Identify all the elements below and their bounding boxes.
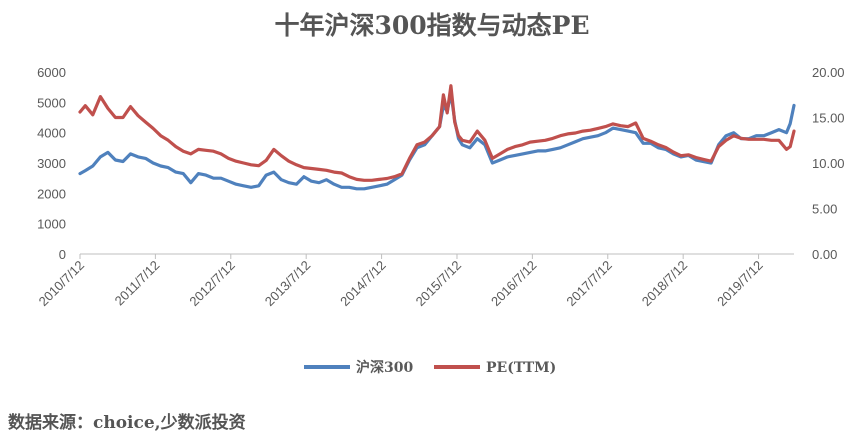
- right-tick-label: 15.00: [812, 111, 845, 126]
- left-axis-ticks: 0 1000 2000 3000 4000 5000 6000: [37, 65, 66, 262]
- left-tick-label: 5000: [37, 95, 66, 110]
- x-tick-label: 2014/7/12: [337, 258, 389, 310]
- right-tick-label: 0.00: [812, 247, 837, 262]
- legend-label: PE(TTM): [486, 360, 556, 376]
- x-tick-label: 2011/7/12: [112, 258, 163, 309]
- x-tick-label: 2013/7/12: [262, 258, 314, 310]
- right-tick-label: 20.00: [812, 65, 845, 80]
- source-note: 数据来源：choice,少数派投资: [8, 413, 246, 433]
- right-tick-label: 5.00: [812, 202, 837, 217]
- x-tick-label: 2017/7/12: [563, 258, 615, 310]
- x-tick-label: 2012/7/12: [186, 258, 238, 310]
- series-line-hs300: [78, 91, 796, 191]
- x-axis-ticks: 2010/7/12 2011/7/12 2012/7/12 2013/7/12 2014…: [36, 254, 766, 309]
- x-tick-label: 2016/7/12: [488, 258, 540, 310]
- series-layer: [78, 84, 796, 191]
- x-tick-label: 2019/7/12: [714, 258, 766, 310]
- left-tick-label: 1000: [37, 217, 66, 232]
- right-tick-label: 10.00: [812, 156, 845, 171]
- legend: 沪深300 PE(TTM): [304, 359, 556, 376]
- chart-title: 十年沪深300指数与动态PE: [274, 11, 590, 40]
- left-tick-label: 4000: [37, 126, 66, 141]
- legend-label: 沪深300: [356, 359, 413, 376]
- left-tick-label: 0: [59, 247, 66, 262]
- series-line-pe-ttm: [78, 84, 796, 182]
- left-tick-label: 6000: [37, 65, 66, 80]
- right-axis-ticks: 0.00 5.00 10.00 15.00 20.00: [812, 65, 845, 262]
- x-tick-label: 2015/7/12: [413, 258, 465, 310]
- x-tick-label: 2010/7/12: [36, 258, 88, 310]
- left-tick-label: 2000: [37, 186, 66, 201]
- left-tick-label: 3000: [37, 156, 66, 171]
- x-tick-label: 2018/7/12: [639, 258, 691, 310]
